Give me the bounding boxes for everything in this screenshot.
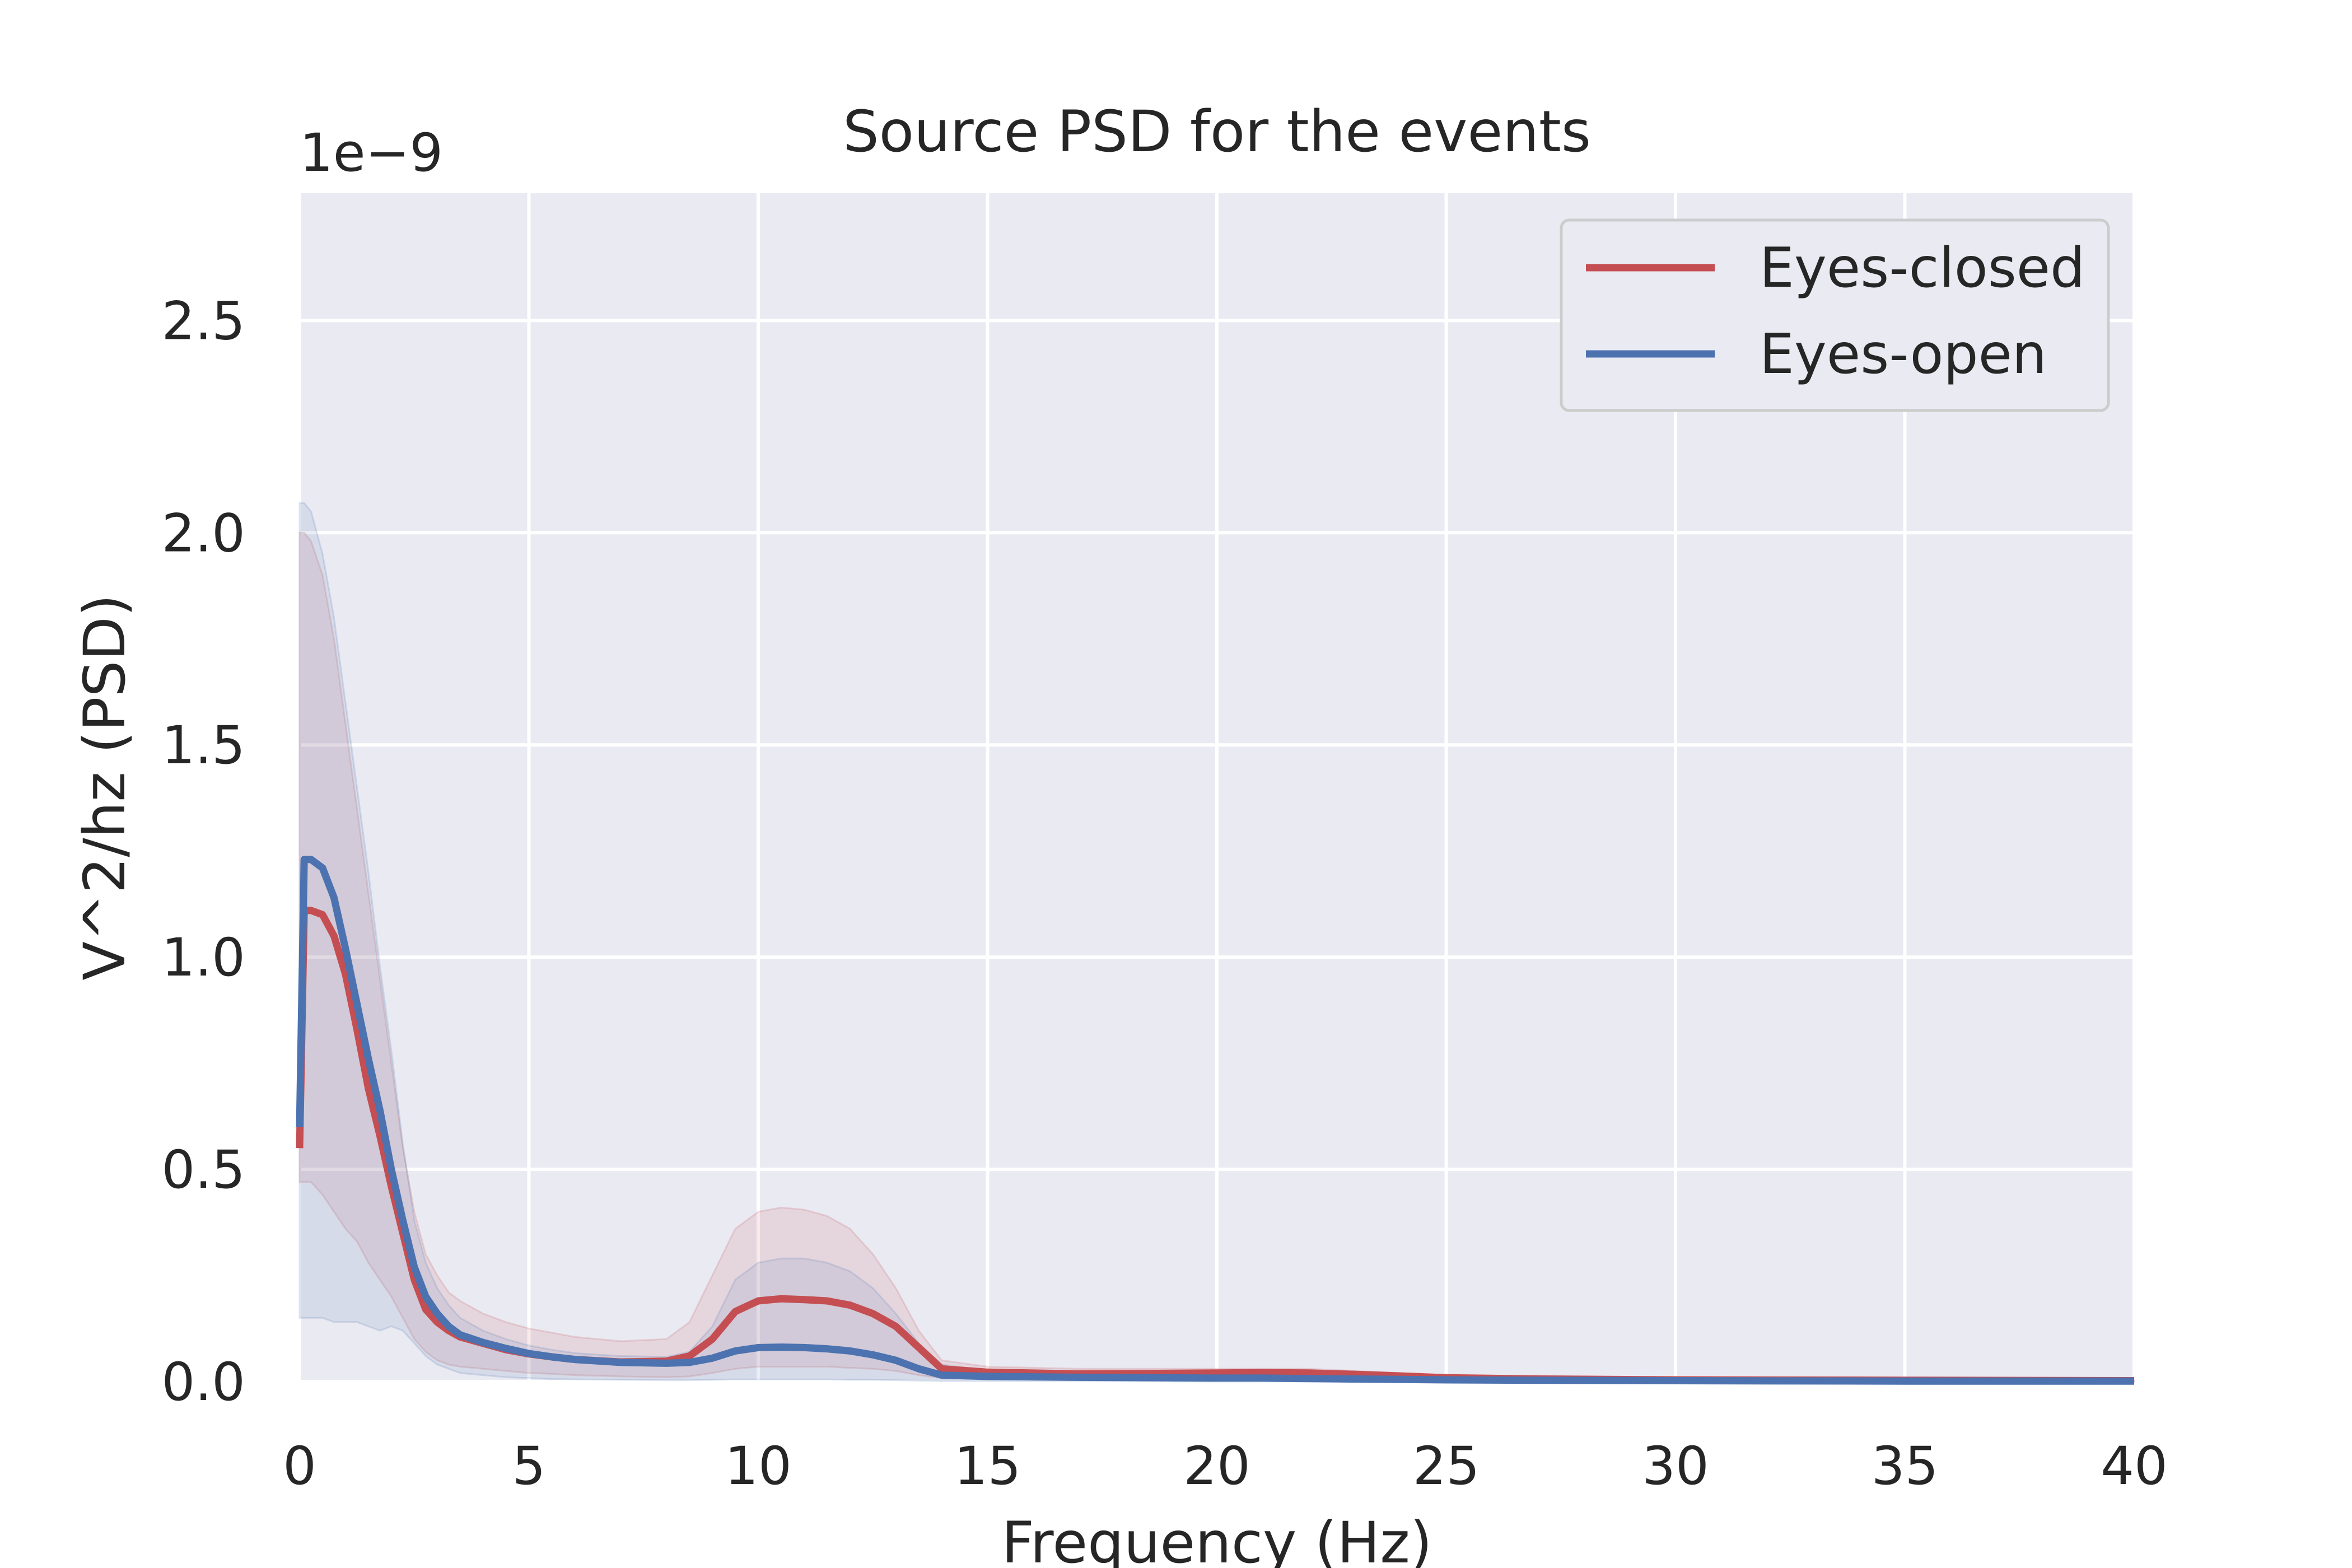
legend-label-eyes-open: Eyes-open	[1760, 323, 2047, 386]
y-tick-label: 2.5	[162, 291, 246, 352]
y-tick-label: 1.5	[162, 715, 246, 776]
legend: Eyes-closed Eyes-open	[1560, 218, 2110, 412]
x-tick-label: 5	[512, 1436, 546, 1497]
y-tick-label: 1.0	[162, 927, 246, 988]
y-tick-label: 2.0	[162, 503, 246, 564]
series-lines	[296, 856, 2135, 1385]
series-line-eyes-open	[296, 856, 2134, 1385]
x-tick-label: 10	[725, 1436, 792, 1497]
y-tick-label: 0.5	[162, 1140, 246, 1201]
x-tick-label: 20	[1183, 1436, 1250, 1497]
x-tick-label: 15	[954, 1436, 1021, 1497]
x-tick-label: 25	[1413, 1436, 1480, 1497]
x-tick-label: 0	[283, 1436, 316, 1497]
y-axis-label: V^2/hz (PSD)	[72, 594, 138, 981]
x-tick-labels: 0 5 10 15 20 25 30 35 40	[283, 1436, 2168, 1497]
x-tick-label: 30	[1642, 1436, 1709, 1497]
x-axis-label: Frequency (Hz)	[1001, 1510, 1432, 1568]
y-tick-labels: 0.0 0.5 1.0 1.5 2.0 2.5	[162, 291, 246, 1413]
x-tick-label: 35	[1872, 1436, 1939, 1497]
y-offset-text: 1e−9	[300, 123, 443, 184]
x-tick-label: 40	[2101, 1436, 2168, 1497]
chart-title: Source PSD for the events	[843, 99, 1591, 165]
legend-label-eyes-closed: Eyes-closed	[1760, 236, 2085, 300]
y-tick-label: 0.0	[162, 1352, 246, 1413]
series-line-eyes-closed	[296, 907, 2135, 1384]
